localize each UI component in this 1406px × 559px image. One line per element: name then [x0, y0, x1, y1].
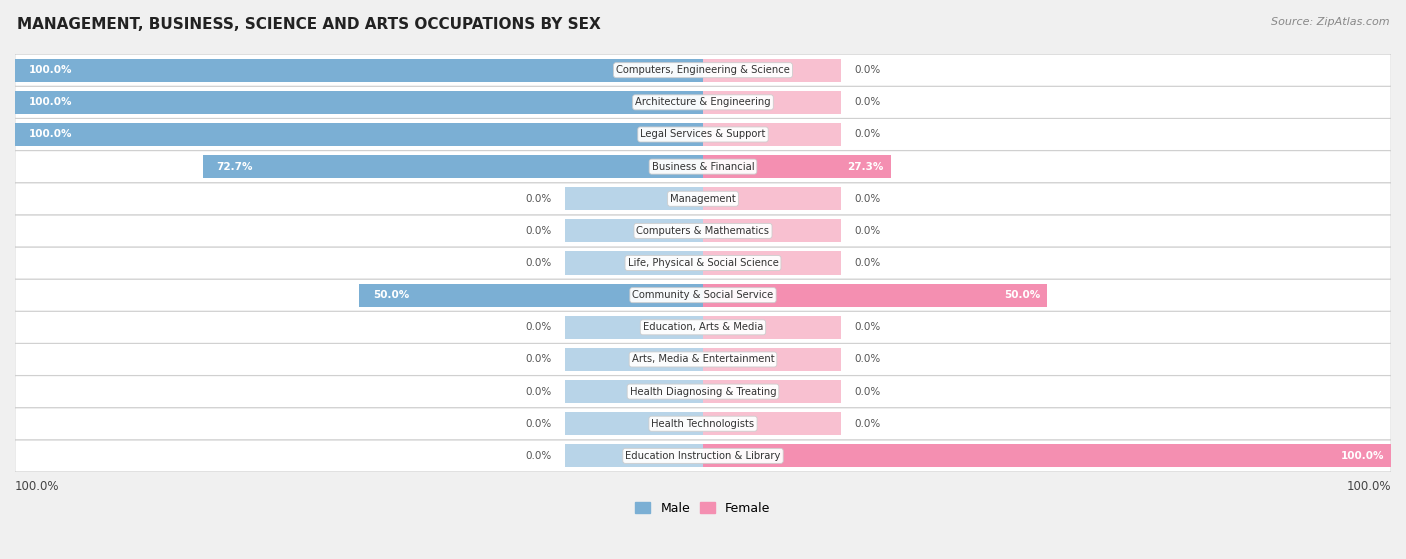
Bar [703, 219, 841, 243]
Bar [703, 123, 841, 146]
Text: 0.0%: 0.0% [855, 387, 880, 396]
Text: 0.0%: 0.0% [526, 258, 551, 268]
Bar [703, 412, 841, 435]
Bar [15, 123, 703, 146]
FancyBboxPatch shape [15, 150, 1391, 183]
Bar [565, 316, 703, 339]
Text: Education Instruction & Library: Education Instruction & Library [626, 451, 780, 461]
Text: Management: Management [671, 194, 735, 203]
Text: 100.0%: 100.0% [1347, 480, 1391, 493]
Text: Source: ZipAtlas.com: Source: ZipAtlas.com [1271, 17, 1389, 27]
FancyBboxPatch shape [15, 215, 1391, 247]
Legend: Male, Female: Male, Female [630, 497, 776, 520]
Text: 0.0%: 0.0% [526, 323, 551, 332]
Text: MANAGEMENT, BUSINESS, SCIENCE AND ARTS OCCUPATIONS BY SEX: MANAGEMENT, BUSINESS, SCIENCE AND ARTS O… [17, 17, 600, 32]
FancyBboxPatch shape [15, 440, 1391, 472]
Bar [202, 155, 703, 178]
Text: 100.0%: 100.0% [28, 97, 72, 107]
Bar [703, 444, 1391, 467]
Text: Arts, Media & Entertainment: Arts, Media & Entertainment [631, 354, 775, 364]
Text: 0.0%: 0.0% [526, 451, 551, 461]
Text: 72.7%: 72.7% [217, 162, 253, 172]
Bar [15, 59, 703, 82]
Text: 0.0%: 0.0% [526, 354, 551, 364]
FancyBboxPatch shape [15, 247, 1391, 279]
Bar [703, 348, 841, 371]
FancyBboxPatch shape [15, 408, 1391, 440]
Text: 0.0%: 0.0% [855, 226, 880, 236]
FancyBboxPatch shape [15, 183, 1391, 215]
Bar [703, 252, 841, 274]
Bar [703, 59, 841, 82]
Text: 0.0%: 0.0% [526, 194, 551, 203]
Text: 0.0%: 0.0% [855, 194, 880, 203]
Text: 0.0%: 0.0% [855, 258, 880, 268]
FancyBboxPatch shape [15, 279, 1391, 311]
FancyBboxPatch shape [15, 54, 1391, 86]
Bar [703, 316, 841, 339]
Bar [359, 283, 703, 307]
Bar [703, 283, 1047, 307]
Bar [703, 187, 841, 210]
Bar [703, 380, 841, 403]
Bar [565, 252, 703, 274]
Text: 0.0%: 0.0% [855, 97, 880, 107]
Text: 100.0%: 100.0% [15, 480, 59, 493]
Bar [15, 91, 703, 114]
Text: 0.0%: 0.0% [855, 130, 880, 140]
Bar [565, 380, 703, 403]
Bar [703, 155, 891, 178]
Text: 0.0%: 0.0% [855, 65, 880, 75]
Text: 50.0%: 50.0% [373, 290, 409, 300]
Bar [703, 91, 841, 114]
Text: 0.0%: 0.0% [855, 354, 880, 364]
Text: Architecture & Engineering: Architecture & Engineering [636, 97, 770, 107]
Text: Community & Social Service: Community & Social Service [633, 290, 773, 300]
Text: 100.0%: 100.0% [1340, 451, 1384, 461]
Text: 0.0%: 0.0% [855, 419, 880, 429]
Text: 50.0%: 50.0% [1004, 290, 1040, 300]
Text: 100.0%: 100.0% [28, 65, 72, 75]
Text: Business & Financial: Business & Financial [652, 162, 754, 172]
Text: Computers & Mathematics: Computers & Mathematics [637, 226, 769, 236]
Bar [565, 444, 703, 467]
Text: 0.0%: 0.0% [855, 323, 880, 332]
Bar [565, 412, 703, 435]
FancyBboxPatch shape [15, 311, 1391, 343]
Text: 0.0%: 0.0% [526, 226, 551, 236]
Bar [565, 219, 703, 243]
FancyBboxPatch shape [15, 86, 1391, 119]
Bar [565, 348, 703, 371]
Text: Legal Services & Support: Legal Services & Support [640, 130, 766, 140]
Text: 0.0%: 0.0% [526, 387, 551, 396]
Bar [565, 187, 703, 210]
Text: Education, Arts & Media: Education, Arts & Media [643, 323, 763, 332]
Text: Health Diagnosing & Treating: Health Diagnosing & Treating [630, 387, 776, 396]
Text: 100.0%: 100.0% [28, 130, 72, 140]
FancyBboxPatch shape [15, 376, 1391, 408]
Text: Life, Physical & Social Science: Life, Physical & Social Science [627, 258, 779, 268]
Text: Health Technologists: Health Technologists [651, 419, 755, 429]
Text: 27.3%: 27.3% [848, 162, 884, 172]
FancyBboxPatch shape [15, 343, 1391, 376]
Text: 0.0%: 0.0% [526, 419, 551, 429]
Text: Computers, Engineering & Science: Computers, Engineering & Science [616, 65, 790, 75]
FancyBboxPatch shape [15, 119, 1391, 150]
